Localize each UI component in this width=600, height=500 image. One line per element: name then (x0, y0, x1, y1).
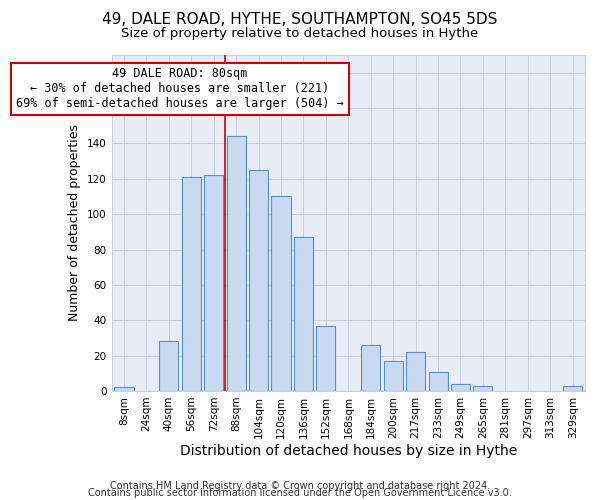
Bar (406, 352, 425, 391)
Text: Contains HM Land Registry data © Crown copyright and database right 2024.: Contains HM Land Registry data © Crown c… (110, 481, 490, 491)
Bar (182, 177, 201, 391)
Bar (294, 237, 313, 391)
Bar (227, 136, 245, 391)
Bar (115, 388, 134, 391)
Bar (160, 342, 178, 391)
Bar (563, 386, 582, 391)
Bar (249, 170, 268, 391)
Text: 49, DALE ROAD, HYTHE, SOUTHAMPTON, SO45 5DS: 49, DALE ROAD, HYTHE, SOUTHAMPTON, SO45 … (103, 12, 497, 28)
Text: Size of property relative to detached houses in Hythe: Size of property relative to detached ho… (121, 28, 479, 40)
Text: Contains public sector information licensed under the Open Government Licence v3: Contains public sector information licen… (88, 488, 512, 498)
Bar (271, 196, 290, 391)
Bar (316, 326, 335, 391)
Bar (361, 345, 380, 391)
Bar (428, 372, 448, 391)
Bar (383, 361, 403, 391)
Bar (204, 175, 223, 391)
Text: 49 DALE ROAD: 80sqm
← 30% of detached houses are smaller (221)
69% of semi-detac: 49 DALE ROAD: 80sqm ← 30% of detached ho… (16, 68, 344, 110)
Y-axis label: Number of detached properties: Number of detached properties (68, 124, 82, 322)
Bar (451, 384, 470, 391)
Bar (473, 386, 493, 391)
X-axis label: Distribution of detached houses by size in Hythe: Distribution of detached houses by size … (180, 444, 517, 458)
